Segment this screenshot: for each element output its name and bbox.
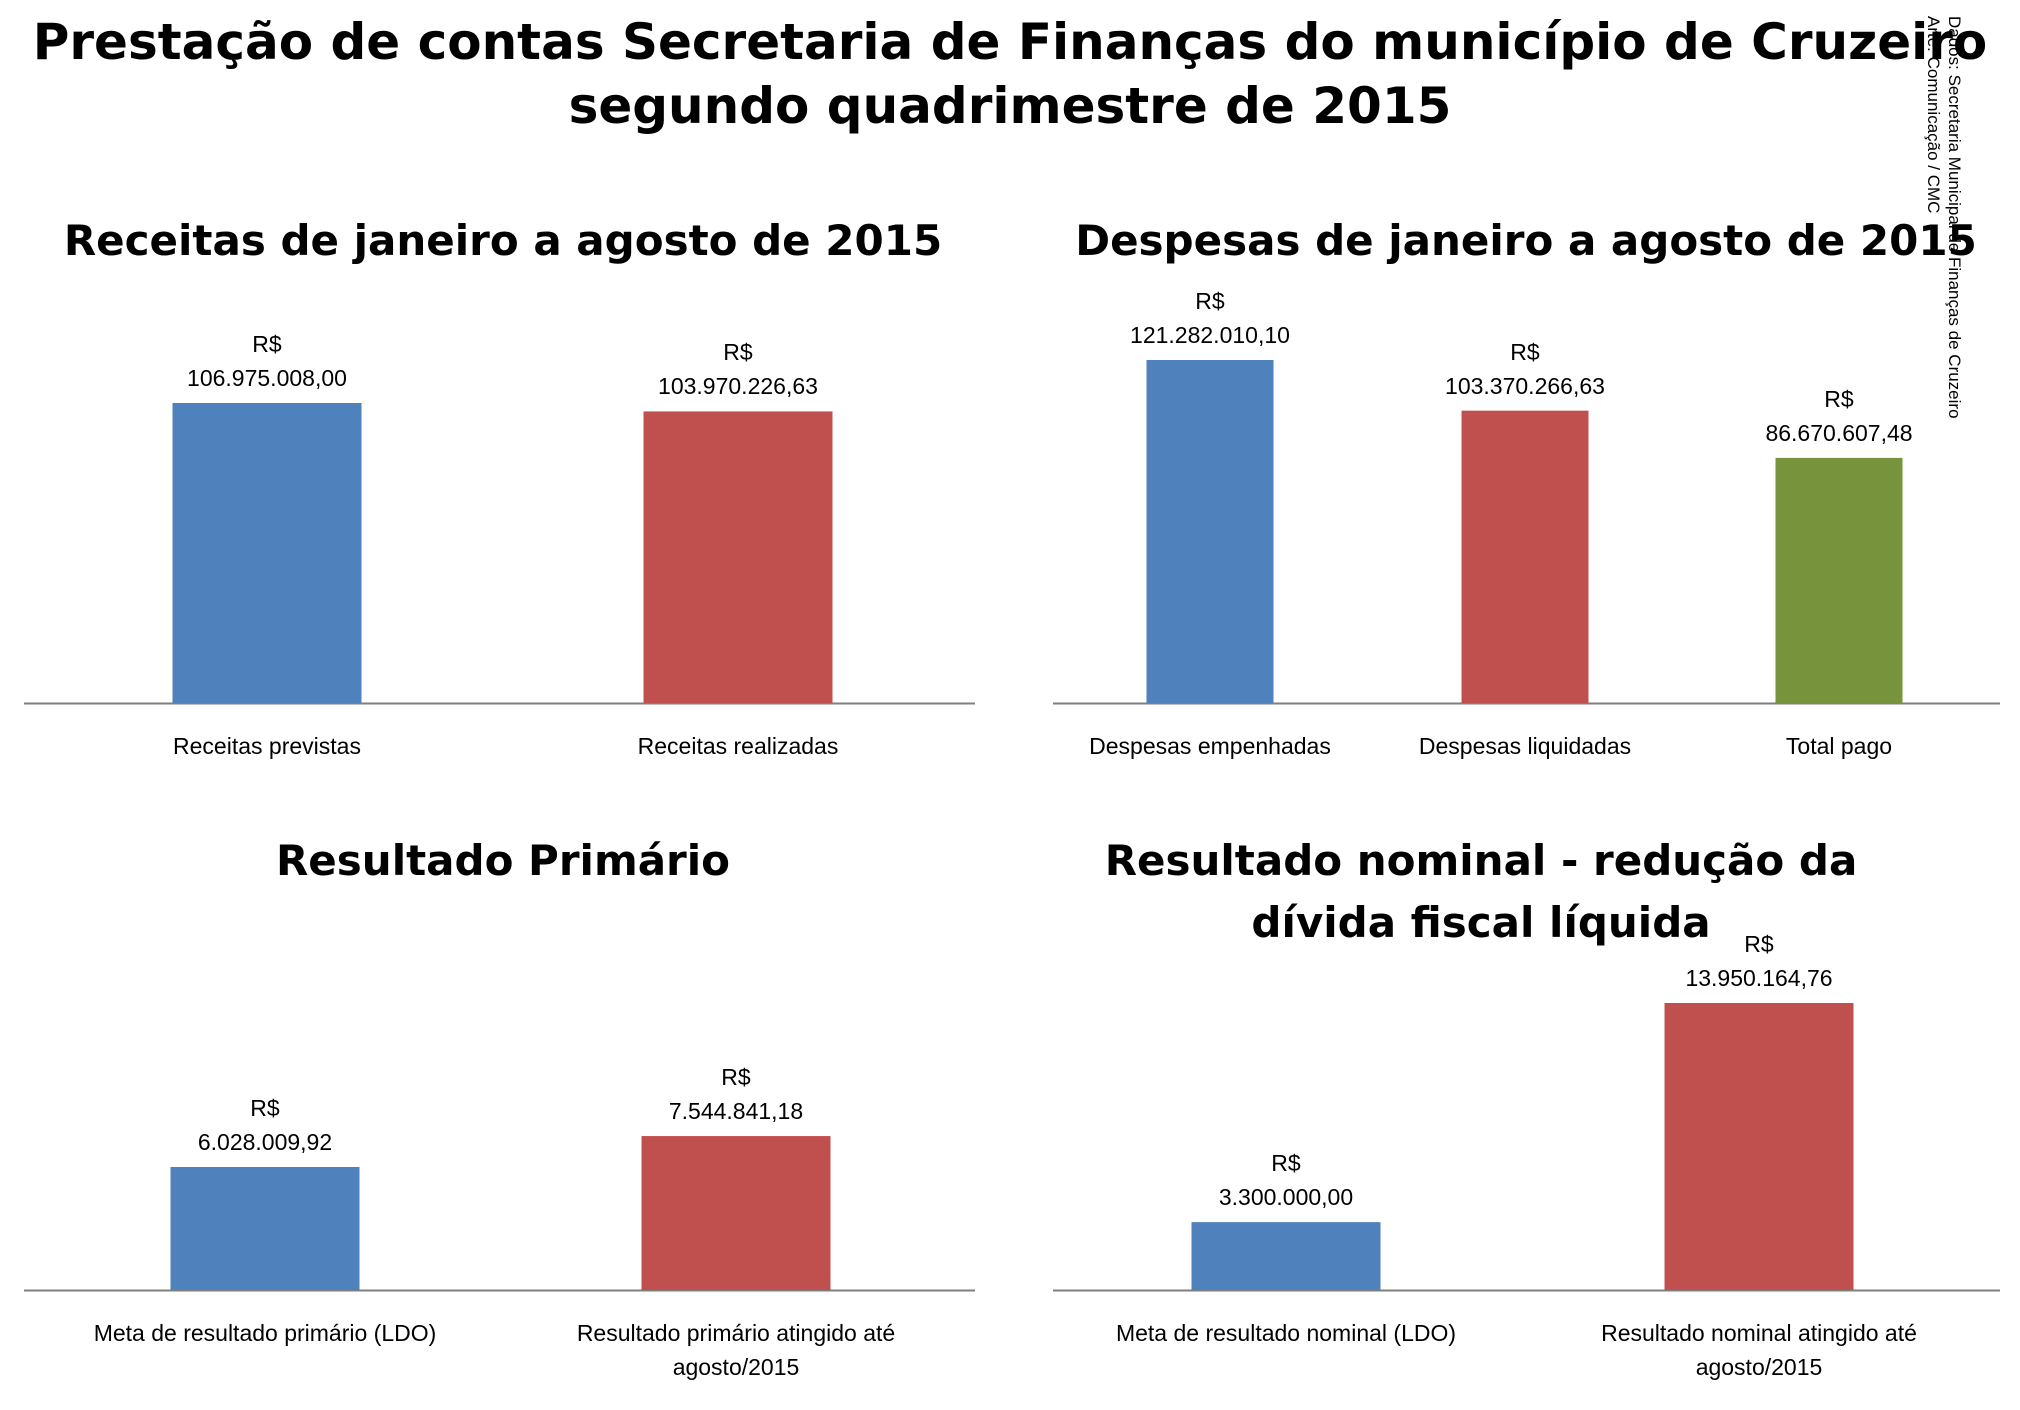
bar bbox=[643, 411, 833, 703]
data-label-line: 106.975.008,00 bbox=[187, 365, 347, 391]
data-label-line: 3.300.000,00 bbox=[1218, 1184, 1354, 1211]
category-label-line: agosto/2015 bbox=[672, 1354, 800, 1380]
data-label-line: R$ bbox=[1824, 385, 1854, 412]
chart-title: Despesas de janeiro a agosto de 2015 bbox=[1026, 210, 2020, 272]
chart-title-line: Despesas de janeiro a agosto de 2015 bbox=[1075, 216, 1977, 265]
category-label: Receitas previstas bbox=[57, 729, 477, 763]
data-label-line: R$ bbox=[1271, 1150, 1301, 1177]
data-label: R$ 103.370.266,63 bbox=[1345, 335, 1705, 403]
category-label-line: agosto/2015 bbox=[1695, 1354, 1823, 1380]
data-label: R$ 13.950.164,76 bbox=[1579, 927, 1939, 995]
data-label-line: 121.282.010,10 bbox=[1130, 322, 1290, 348]
category-label-line: Meta de resultado nominal (LDO) bbox=[1115, 1320, 1457, 1346]
chart-title-line: Receitas de janeiro a agosto de 2015 bbox=[63, 216, 943, 265]
bar bbox=[1775, 457, 1903, 703]
bar bbox=[1461, 410, 1589, 703]
bar bbox=[641, 1136, 831, 1290]
bar bbox=[1146, 360, 1274, 703]
chart-title: Receitas de janeiro a agosto de 2015 bbox=[3, 210, 1003, 272]
data-label-line: 13.950.164,76 bbox=[1685, 965, 1833, 991]
chart-title: Resultado nominal - redução da dívida fis… bbox=[981, 830, 1981, 954]
data-label: R$ 106.975.008,00 bbox=[87, 327, 447, 395]
category-label-line: Total pago bbox=[1785, 733, 1893, 759]
main-title-line: Prestação de contas Secretaria de Finanç… bbox=[32, 13, 1988, 71]
category-label-line: Resultado primário atingido até bbox=[576, 1320, 896, 1346]
data-label: R$ 86.670.607,48 bbox=[1659, 382, 2019, 450]
data-label: R$ 7.544.841,18 bbox=[556, 1060, 916, 1128]
main-title-line: segundo quadrimestre de 2015 bbox=[568, 77, 1452, 135]
category-label: Meta de resultado primário (LDO) bbox=[55, 1316, 475, 1350]
category-label-line: Receitas previstas bbox=[173, 733, 361, 759]
category-label: Resultado nominal atingido até agosto/201… bbox=[1549, 1316, 1969, 1384]
data-label: R$ 6.028.009,92 bbox=[85, 1091, 445, 1159]
data-label-line: 7.544.841,18 bbox=[668, 1098, 804, 1125]
data-label-line: R$ bbox=[1195, 288, 1225, 314]
category-label-line: Despesas liquidadas bbox=[1418, 733, 1632, 759]
category-label: Despesas empenhadas bbox=[1000, 729, 1420, 763]
data-label-line: 103.370.266,63 bbox=[1445, 372, 1605, 399]
chart-title-line: dívida fiscal líquida bbox=[1251, 898, 1711, 947]
bar bbox=[1664, 1003, 1854, 1290]
bar bbox=[1191, 1222, 1381, 1290]
data-label-line: R$ bbox=[250, 1095, 280, 1121]
category-label-line: Meta de resultado primário (LDO) bbox=[93, 1320, 437, 1346]
data-label-line: R$ bbox=[1510, 338, 1540, 365]
bar bbox=[170, 1167, 360, 1290]
chart-title-line: Resultado Primário bbox=[275, 836, 731, 885]
data-label-line: R$ bbox=[723, 339, 753, 366]
data-label: R$ 3.300.000,00 bbox=[1106, 1146, 1466, 1214]
data-label-line: 103.970.226,63 bbox=[658, 373, 818, 400]
category-label: Despesas liquidadas bbox=[1315, 729, 1735, 763]
chart-title-line: Resultado nominal - redução da bbox=[1104, 836, 1858, 885]
main-title: Prestação de contas Secretaria de Finanç… bbox=[0, 10, 2020, 138]
category-label: Receitas realizadas bbox=[528, 729, 948, 763]
data-label-line: R$ bbox=[252, 331, 282, 357]
category-label-line: Resultado nominal atingido até bbox=[1601, 1320, 1917, 1346]
category-label: Total pago bbox=[1629, 729, 2020, 763]
category-label: Meta de resultado nominal (LDO) bbox=[1076, 1316, 1496, 1350]
data-label-line: 86.670.607,48 bbox=[1765, 419, 1913, 446]
category-label-line: Despesas empenhadas bbox=[1089, 733, 1331, 759]
bar bbox=[172, 403, 362, 703]
category-label-line: Receitas realizadas bbox=[637, 733, 839, 759]
data-label-line: 6.028.009,92 bbox=[197, 1129, 333, 1155]
data-label-line: R$ bbox=[1744, 931, 1774, 957]
category-label: Resultado primário atingido até agosto/20… bbox=[526, 1316, 946, 1384]
chart-title: Resultado Primário bbox=[3, 830, 1003, 892]
data-label: R$ 121.282.010,10 bbox=[1030, 284, 1390, 352]
data-label: R$ 103.970.226,63 bbox=[558, 335, 918, 403]
data-label-line: R$ bbox=[721, 1064, 751, 1091]
